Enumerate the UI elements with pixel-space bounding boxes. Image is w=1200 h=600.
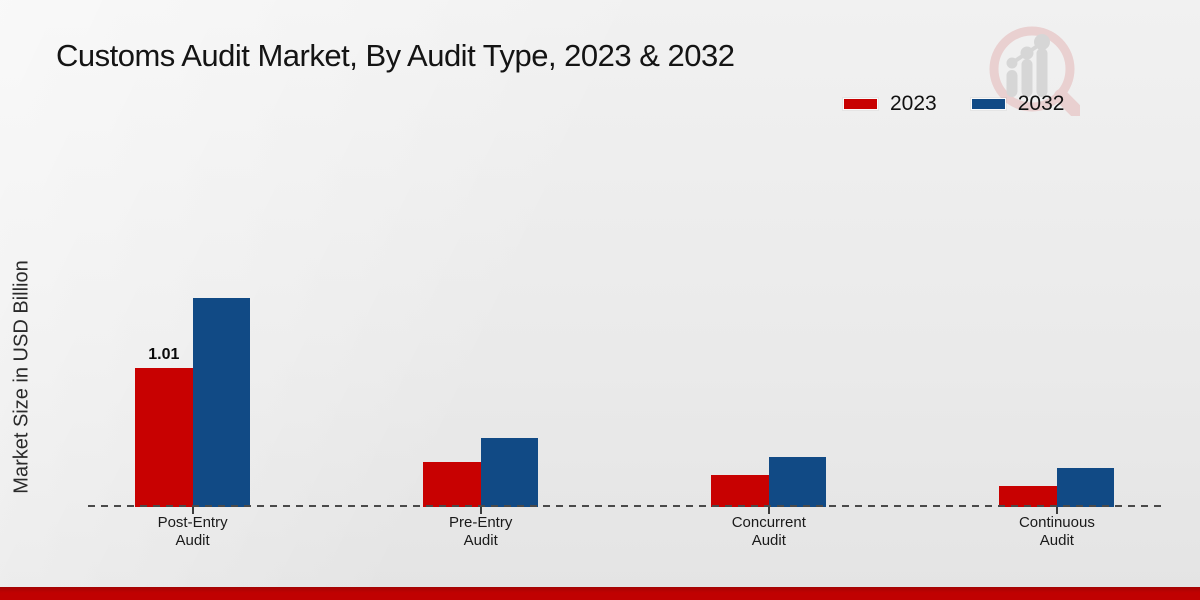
legend-label-2032: 2032 bbox=[1017, 92, 1065, 115]
x-axis-baseline bbox=[88, 505, 1163, 507]
x-axis-tick-concurrent-audit bbox=[767, 507, 770, 514]
category-label-continuous-audit: Continuous Audit bbox=[1018, 514, 1095, 549]
x-axis-tick-pre-entry-audit bbox=[479, 507, 482, 514]
legend-swatch-2032 bbox=[970, 98, 1006, 110]
bottom-accent-strip bbox=[0, 587, 1200, 600]
bar-2023-concurrent-audit bbox=[711, 475, 769, 507]
bar-2032-concurrent-audit bbox=[768, 457, 827, 507]
x-axis-tick-continuous-audit bbox=[1055, 507, 1058, 514]
bar-2032-pre-entry-audit bbox=[480, 438, 539, 507]
magnifier-growth-chart-logo bbox=[989, 26, 1080, 116]
bar-2023-post-entry-audit bbox=[135, 368, 193, 507]
bar-2023-pre-entry-audit bbox=[423, 461, 481, 507]
chart-title: Customs Audit Market, By Audit Type, 202… bbox=[56, 38, 735, 73]
legend-item-2023: 2023 bbox=[843, 92, 937, 116]
bar-2032-post-entry-audit bbox=[192, 297, 251, 507]
legend: 2023 2032 bbox=[843, 92, 1064, 116]
bar-2032-continuous-audit bbox=[1056, 468, 1115, 507]
legend-label-2023: 2023 bbox=[890, 92, 937, 115]
category-label-post-entry-audit: Post-Entry Audit bbox=[157, 514, 228, 549]
bar-2023-continuous-audit bbox=[999, 486, 1057, 507]
category-label-pre-entry-audit: Pre-Entry Audit bbox=[449, 514, 513, 549]
legend-swatch-2023 bbox=[843, 98, 878, 110]
legend-item-2032: 2032 bbox=[970, 92, 1065, 116]
bar-value-label: 1.01 bbox=[148, 346, 180, 364]
category-label-concurrent-audit: Concurrent Audit bbox=[731, 514, 806, 549]
x-axis-tick-post-entry-audit bbox=[191, 507, 194, 514]
